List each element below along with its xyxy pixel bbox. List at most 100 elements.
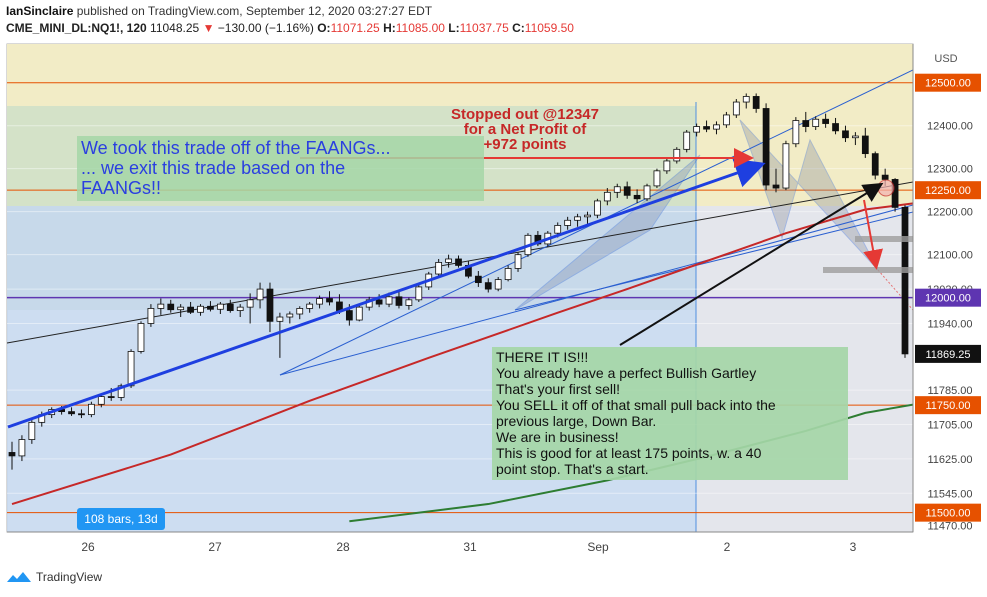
price-tick-label: 11545.00 bbox=[927, 488, 972, 500]
price-tick-label: 11705.00 bbox=[927, 420, 972, 432]
price-tag-label: 11869.25 bbox=[925, 349, 970, 361]
candle-body bbox=[842, 130, 849, 139]
gartley-line-1: THERE IT IS!!! bbox=[496, 349, 588, 365]
channel-base-line bbox=[514, 211, 913, 311]
candle-body bbox=[326, 298, 333, 303]
time-tick-label: 27 bbox=[208, 540, 222, 554]
candle-body bbox=[871, 153, 879, 176]
small-resistance-box bbox=[855, 236, 913, 242]
symbol-info: CME_MINI_DL:NQ1!, 120 11048.25 ▼ −130.00… bbox=[6, 21, 574, 35]
stopped-line-1: Stopped out @12347 bbox=[451, 106, 599, 123]
publish-info: IanSinclaire published on TradingView.co… bbox=[6, 4, 432, 18]
candle-body bbox=[782, 143, 790, 189]
tradingview-logo-icon bbox=[7, 572, 31, 582]
candle-body bbox=[127, 351, 135, 387]
candle-body bbox=[147, 308, 155, 324]
price-tick-label: 12200.00 bbox=[927, 207, 973, 219]
candle-body bbox=[157, 303, 165, 309]
time-axis: 26 27 28 31 Sep 2 3 bbox=[81, 540, 856, 554]
symbol-name: CME_MINI_DL:NQ1!, 120 bbox=[6, 21, 147, 35]
open-value: 11071.25 bbox=[330, 21, 380, 35]
candle-body bbox=[752, 96, 760, 109]
candle-body bbox=[405, 299, 413, 306]
candle-body bbox=[494, 279, 502, 290]
time-tick-label: 3 bbox=[850, 540, 857, 554]
entry-circle bbox=[877, 179, 895, 197]
candle-body bbox=[435, 262, 443, 275]
price-tag-box bbox=[915, 288, 981, 307]
candle-body bbox=[415, 286, 423, 301]
candle-body bbox=[216, 303, 224, 310]
candle-body bbox=[574, 216, 581, 221]
red-moving-average bbox=[11, 202, 913, 506]
faang-note: We took this trade off of the FAANGs... … bbox=[77, 136, 484, 201]
candle-body bbox=[78, 413, 85, 416]
range-badge-text: 108 bars, 13d bbox=[84, 512, 157, 526]
candle-body bbox=[256, 288, 264, 301]
time-tick-label: Sep bbox=[587, 540, 609, 554]
gartley-left bbox=[514, 154, 701, 311]
candle-body bbox=[375, 299, 383, 305]
candle-body bbox=[246, 299, 254, 308]
candle-body bbox=[8, 452, 16, 457]
range-badge: 108 bars, 13d bbox=[77, 508, 165, 530]
candle-body bbox=[226, 303, 234, 311]
candle-body bbox=[901, 206, 909, 355]
candle-body bbox=[266, 288, 274, 322]
candle-body bbox=[445, 258, 452, 263]
candle-body bbox=[693, 126, 701, 133]
price-tick-label: 11940.00 bbox=[927, 318, 972, 330]
candle-body bbox=[852, 135, 859, 139]
price-change: −130.00 (−1.16%) bbox=[217, 21, 314, 35]
close-label: C: bbox=[512, 21, 525, 35]
candle-body bbox=[97, 396, 105, 405]
candle-body bbox=[633, 194, 641, 200]
low-value: 11037.75 bbox=[459, 21, 509, 35]
candle-body bbox=[474, 275, 482, 284]
candle-body bbox=[345, 310, 353, 321]
gartley-line-3: That's your first sell! bbox=[496, 381, 620, 397]
candle-body bbox=[822, 118, 829, 124]
candle-body bbox=[732, 101, 740, 116]
candle-body bbox=[167, 303, 175, 311]
gartley-line-5: previous large, Down Bar. bbox=[496, 413, 656, 429]
candle-body bbox=[762, 108, 770, 186]
candle-body bbox=[306, 303, 314, 309]
high-label: H: bbox=[383, 21, 396, 35]
candle-body bbox=[117, 385, 125, 398]
candle-body bbox=[68, 411, 75, 415]
candle-body bbox=[187, 306, 194, 313]
candle-body bbox=[88, 403, 95, 416]
time-tick-label: 31 bbox=[463, 540, 477, 554]
candle-body bbox=[504, 268, 512, 281]
down-arrow-icon: ▼ bbox=[202, 21, 215, 35]
price-tick-label: 12400.00 bbox=[927, 121, 973, 133]
price-tag-label: 11750.00 bbox=[925, 400, 970, 412]
currency-label: USD bbox=[934, 53, 957, 65]
faang-line-2: ... we exit this trade based on the bbox=[81, 158, 345, 178]
candle-body bbox=[653, 170, 661, 187]
candle-body bbox=[603, 191, 611, 202]
small-support-box bbox=[823, 267, 913, 273]
arrows bbox=[7, 148, 884, 429]
candle-body bbox=[207, 305, 214, 310]
last-price: 11048.25 bbox=[150, 21, 200, 35]
candle-body bbox=[107, 396, 115, 398]
candle-body bbox=[385, 296, 393, 305]
candle-body bbox=[554, 225, 562, 234]
candle-body bbox=[316, 298, 323, 305]
price-tick-label: 12300.00 bbox=[927, 164, 973, 176]
publish-text: published on TradingView.com, September … bbox=[76, 4, 433, 18]
red-down-arrow bbox=[863, 199, 883, 270]
candle-body bbox=[832, 123, 839, 132]
time-tick-label: 28 bbox=[336, 540, 350, 554]
candle-body bbox=[455, 258, 462, 266]
candle-body bbox=[673, 148, 681, 162]
price-tag-label: 12000.00 bbox=[925, 293, 971, 305]
gartley-line-8: point stop. That's a start. bbox=[496, 461, 649, 477]
gartley-line-7: This is good for at least 175 points, w.… bbox=[496, 445, 762, 461]
gartley-note: THERE IT IS!!! You already have a perfec… bbox=[492, 347, 848, 480]
blue-trend-arrow bbox=[7, 158, 766, 429]
price-tag-label: 12250.00 bbox=[925, 185, 971, 197]
